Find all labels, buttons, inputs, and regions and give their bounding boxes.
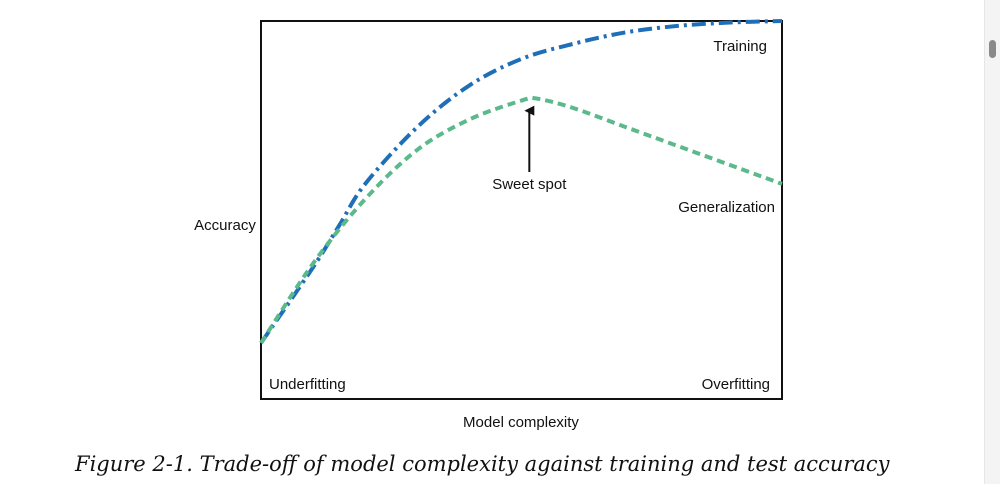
- generalization-curve: [259, 95, 783, 345]
- chart: Accuracy Model complexity Training Gener…: [194, 19, 783, 431]
- scrollbar-thumb[interactable]: [989, 40, 996, 58]
- series-layer: [259, 19, 783, 345]
- training-curve: [259, 19, 783, 345]
- generalization-series-label: Generalization: [678, 199, 775, 216]
- overfitting-label: Overfitting: [702, 376, 770, 393]
- plot-frame: [260, 20, 783, 400]
- underfitting-label: Underfitting: [269, 376, 346, 393]
- figure-caption: Figure 2-1. Trade-off of model complexit…: [75, 452, 890, 476]
- vertical-scrollbar[interactable]: [984, 0, 1000, 484]
- training-series-label: Training: [713, 38, 767, 55]
- x-axis-label: Model complexity: [463, 414, 579, 431]
- y-axis-label: Accuracy: [194, 217, 256, 234]
- sweet-spot-label: Sweet spot: [492, 176, 567, 193]
